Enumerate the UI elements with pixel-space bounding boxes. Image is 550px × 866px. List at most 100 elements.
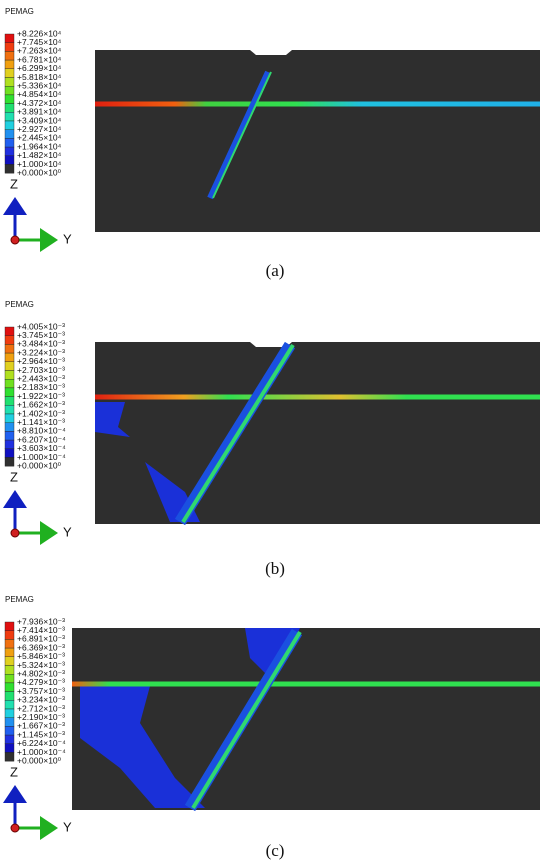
legend-swatch — [4, 51, 15, 61]
legend-swatch — [4, 726, 15, 736]
horizontal-rebar — [72, 681, 540, 687]
legend-swatch — [4, 33, 15, 43]
legend-swatch — [4, 387, 15, 397]
caption: (a) — [266, 261, 285, 280]
legend-swatch — [4, 138, 15, 148]
legend-label: +8.226×10⁴ — [17, 28, 62, 38]
legend-swatch — [4, 743, 15, 753]
legend-label: +3.224×10⁻³ — [17, 347, 65, 357]
y-axis-label: Y — [63, 231, 72, 246]
legend-swatch — [4, 439, 15, 450]
legend-swatch — [4, 42, 15, 52]
legend-swatch — [4, 665, 15, 675]
legend-swatch — [4, 422, 15, 432]
legend-swatch — [4, 448, 15, 458]
legend-swatch — [4, 344, 15, 354]
model-body — [95, 50, 540, 232]
legend-swatch — [4, 379, 15, 389]
legend-swatch — [4, 656, 15, 666]
legend-swatch — [4, 94, 15, 104]
legend-swatch — [4, 647, 15, 657]
legend-label: +2.443×10⁻³ — [17, 373, 65, 383]
legend-swatch — [4, 717, 15, 727]
horizontal-rebar — [95, 101, 540, 107]
legend-label: +7.414×10⁻³ — [17, 625, 65, 635]
origin — [10, 235, 20, 245]
legend-swatch — [4, 326, 15, 336]
y-axis-label: Y — [63, 819, 72, 834]
caption: (b) — [265, 559, 285, 578]
legend-label: +1.145×10⁻³ — [17, 729, 65, 739]
legend-label: +6.224×10⁻⁴ — [17, 738, 66, 748]
legend-label: +3.603×10⁻⁴ — [17, 443, 66, 453]
legend-label: +5.336×10⁴ — [17, 80, 62, 90]
legend-swatch — [4, 621, 15, 631]
legend-swatch — [4, 396, 15, 406]
legend-label: +2.927×10⁴ — [17, 124, 62, 134]
legend-label: +7.263×10⁴ — [17, 46, 62, 56]
diagonal-rebar — [184, 628, 303, 812]
legend-label: +6.891×10⁻³ — [17, 634, 65, 644]
legend-swatch — [4, 752, 15, 762]
legend-label: +6.207×10⁻⁴ — [17, 434, 66, 444]
y-axis-label: Y — [63, 524, 72, 539]
legend-label: +7.745×10⁴ — [17, 37, 62, 47]
legend-label: +1.000×10⁻⁴ — [17, 452, 66, 462]
horizontal-rebar — [95, 394, 540, 400]
variable-label: PEMAG — [5, 7, 34, 16]
legend-swatch — [4, 708, 15, 718]
caption: (c) — [266, 841, 285, 860]
legend-swatch — [4, 639, 15, 649]
legend-label: +4.372×10⁴ — [17, 98, 62, 108]
legend-swatch — [4, 370, 15, 380]
legend-label: +6.369×10⁻³ — [17, 642, 65, 652]
legend-label: +1.922×10⁻³ — [17, 391, 65, 401]
legend-label: +3.745×10⁻³ — [17, 330, 65, 340]
origin — [10, 528, 20, 538]
legend-label: +4.802×10⁻³ — [17, 668, 65, 678]
legend-label: +2.445×10⁴ — [17, 133, 62, 143]
legend-label: +1.667×10⁻³ — [17, 721, 65, 731]
diagonal-rebar — [207, 70, 271, 200]
legend-label: +1.000×10⁻⁴ — [17, 747, 66, 757]
diagonal-rebar — [174, 341, 296, 526]
legend-swatch — [4, 129, 15, 139]
legend-swatch — [4, 691, 15, 701]
legend-label: +4.005×10⁻³ — [17, 321, 65, 331]
legend-label: +5.818×10⁴ — [17, 72, 62, 82]
z-axis-label: Z — [10, 764, 18, 779]
legend-swatch — [4, 682, 15, 692]
legend-swatch — [4, 700, 15, 710]
legend-label: +0.000×10⁰ — [17, 755, 62, 765]
legend-label: +3.757×10⁻³ — [17, 686, 65, 696]
z-axis-label: Z — [10, 469, 18, 484]
legend-label: +4.279×10⁻³ — [17, 677, 65, 687]
legend-label: +7.936×10⁻³ — [17, 616, 65, 626]
legend-label: +2.712×10⁻³ — [17, 703, 65, 713]
legend-swatch — [4, 457, 15, 467]
legend-label: +1.964×10⁴ — [17, 141, 62, 151]
legend-label: +5.846×10⁻³ — [17, 651, 65, 661]
legend-swatch — [4, 361, 15, 371]
notch — [250, 342, 292, 347]
legend-swatch — [4, 59, 15, 69]
contour — [80, 628, 300, 808]
diagonal-rebar-core — [212, 71, 272, 199]
legend-label: +6.781×10⁴ — [17, 54, 62, 64]
legend-label: +1.402×10⁻³ — [17, 408, 65, 418]
variable-label: PEMAG — [5, 300, 34, 309]
legend-label: +4.854×10⁴ — [17, 89, 62, 99]
legend-label: +8.810×10⁻⁴ — [17, 426, 66, 436]
legend-label: +1.662×10⁻³ — [17, 400, 65, 410]
legend-swatch — [4, 77, 15, 87]
legend-swatch — [4, 630, 15, 640]
variable-label: PEMAG — [5, 595, 34, 604]
legend-swatch — [4, 85, 15, 96]
legend-swatch — [4, 146, 15, 157]
legend-swatch — [4, 413, 15, 423]
legend-swatch — [4, 103, 15, 113]
legend-label: +0.000×10⁰ — [17, 460, 62, 470]
legend-swatch — [4, 155, 15, 165]
legend-label: +0.000×10⁰ — [17, 167, 62, 177]
